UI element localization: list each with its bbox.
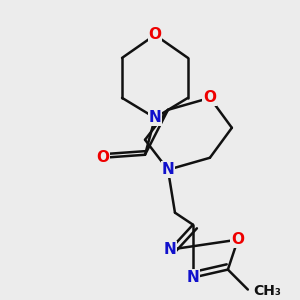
Text: N: N: [162, 162, 174, 177]
Text: N: N: [187, 270, 199, 285]
Text: N: N: [164, 242, 176, 257]
Text: N: N: [148, 110, 161, 125]
Text: O: O: [97, 150, 110, 165]
Text: CH₃: CH₃: [253, 284, 281, 298]
Text: O: O: [203, 90, 216, 105]
Text: O: O: [231, 232, 244, 247]
Text: O: O: [148, 27, 161, 42]
